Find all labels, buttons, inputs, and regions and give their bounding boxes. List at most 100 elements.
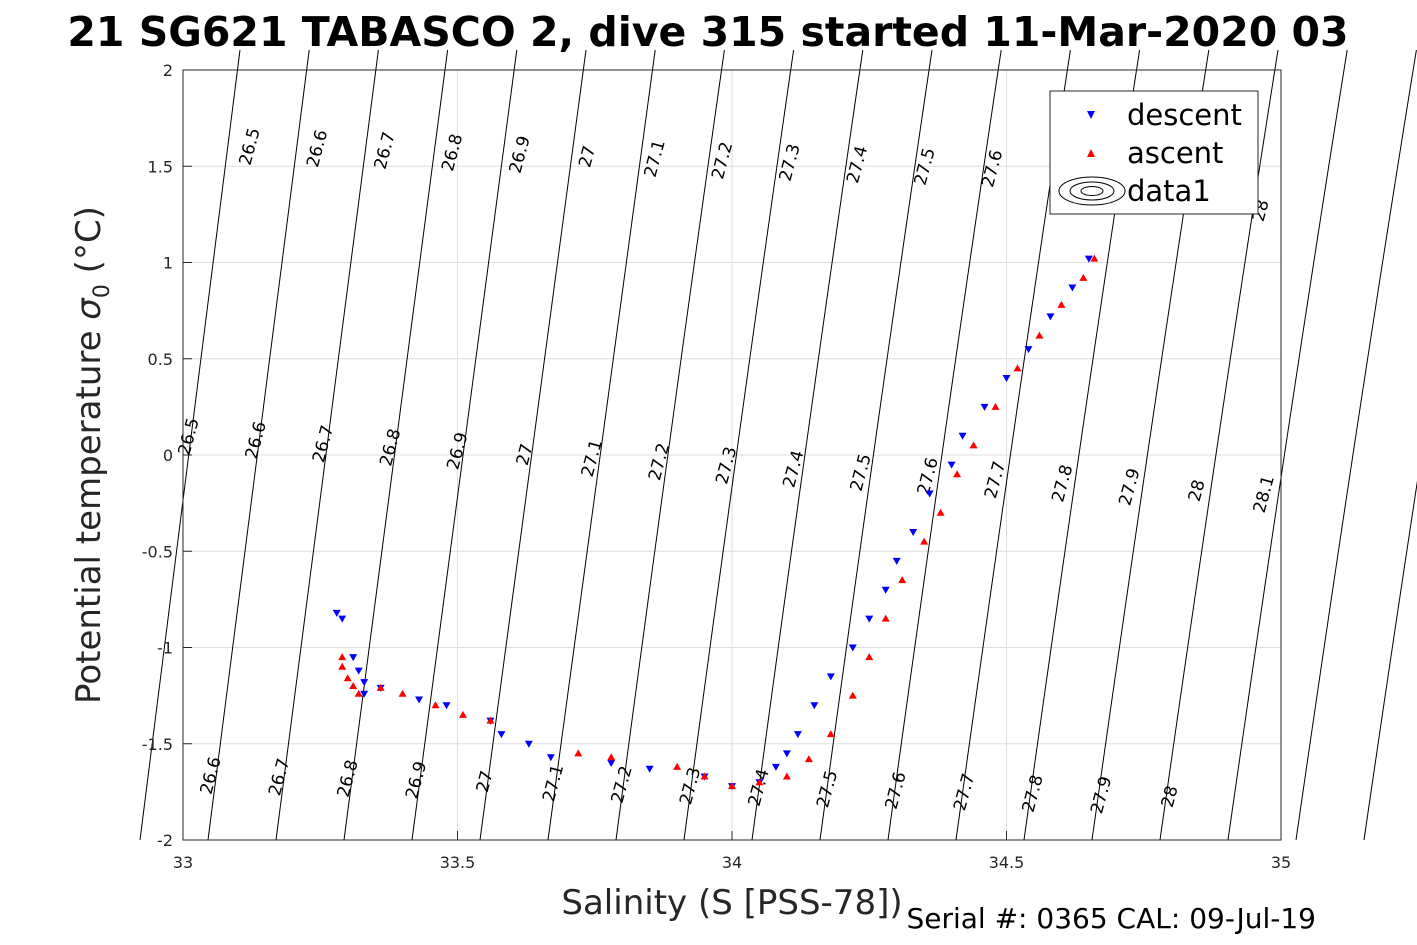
y-tick-label: -2 <box>157 831 173 850</box>
descent-marker <box>909 529 918 536</box>
descent-marker <box>782 750 791 758</box>
descent-marker <box>881 586 890 594</box>
x-tick-label: 34 <box>722 853 742 872</box>
y-tick-label: 2 <box>163 61 173 80</box>
y-tick-label: -1 <box>157 639 173 658</box>
ascent-marker <box>1090 254 1099 262</box>
isopycnal-line <box>207 49 310 841</box>
legend-data1-label: data1 <box>1127 174 1211 208</box>
ascent-marker <box>782 772 791 780</box>
y-axis-label-unit: (°C) <box>69 206 109 284</box>
ascent-marker <box>431 701 440 709</box>
data-markers <box>332 254 1099 791</box>
isopycnal-line <box>683 49 795 841</box>
isopycnal-line <box>887 49 1002 841</box>
ascent-marker <box>673 762 682 770</box>
x-axis-label: Salinity (S [PSS-78]) <box>561 883 902 923</box>
descent-marker <box>332 609 341 617</box>
ascent-marker <box>865 653 874 661</box>
descent-marker <box>354 667 363 675</box>
y-axis-label-subscript: 0 <box>90 284 115 298</box>
ascent-marker <box>700 772 709 780</box>
ascent-marker <box>338 653 347 661</box>
descent-marker <box>1084 255 1093 263</box>
ascent-marker <box>354 689 363 697</box>
isopycnal-line <box>139 49 241 841</box>
descent-marker <box>980 403 989 411</box>
legend-descent-label: descent <box>1127 98 1242 132</box>
isopycnal-line <box>751 49 864 841</box>
ascent-marker <box>826 730 835 738</box>
x-tick-label: 34.5 <box>989 853 1025 872</box>
legend-contour-icon <box>1058 176 1126 206</box>
descent-marker <box>442 702 451 710</box>
ascent-marker <box>343 674 352 682</box>
ascent-marker <box>1035 331 1044 339</box>
ascent-marker <box>953 470 962 478</box>
serial-cal-footer: Serial #: 0365 CAL: 09-Jul-19 <box>906 902 1316 935</box>
ascent-marker <box>755 778 764 786</box>
isopycnal-line <box>1295 49 1417 841</box>
ascent-marker <box>728 782 736 790</box>
descent-marker <box>645 765 654 773</box>
ascent-marker <box>991 402 1000 410</box>
isopycnal-line <box>1159 49 1279 841</box>
descent-marker <box>338 615 347 623</box>
descent-marker <box>1046 313 1055 321</box>
descent-marker <box>771 763 780 771</box>
ascent-marker <box>458 710 467 718</box>
ascent-marker <box>376 683 385 691</box>
descent-marker <box>349 654 358 662</box>
descent-marker <box>925 490 934 498</box>
descent-marker <box>1024 346 1033 354</box>
y-tick-label: -0.5 <box>142 542 173 561</box>
legend: descent ascent data1 <box>1049 90 1259 215</box>
ascent-marker <box>398 689 407 697</box>
y-axis-label-main: Potential temperature <box>69 320 109 704</box>
ascent-marker <box>1013 364 1022 372</box>
ascent-marker <box>486 716 495 724</box>
descent-marker <box>497 731 506 739</box>
descent-marker <box>607 760 616 767</box>
y-axis-label-sigma: σ <box>69 297 109 320</box>
legend-ascent-marker <box>1087 149 1095 157</box>
ascent-marker <box>969 441 978 449</box>
ascent-marker <box>881 614 890 622</box>
legend-ascent-label: ascent <box>1127 136 1223 170</box>
y-axis-label: Potential temperature σ0 (°C) <box>69 206 115 704</box>
descent-marker <box>848 644 857 652</box>
isopycnal-line <box>1227 49 1348 841</box>
ascent-marker <box>607 753 616 761</box>
ascent-marker <box>920 537 929 545</box>
ascent-marker <box>338 662 347 670</box>
ascent-marker <box>1079 273 1088 281</box>
legend-box <box>1049 90 1259 215</box>
descent-marker <box>826 673 835 681</box>
descent-marker <box>360 679 369 687</box>
ascent-marker <box>349 682 358 689</box>
x-tick-label: 35 <box>1271 853 1291 872</box>
chart-title: 21 SG621 TABASCO 2, dive 315 started 11-… <box>67 8 1348 56</box>
descent-marker <box>524 740 533 748</box>
isopycnal-line <box>819 49 933 841</box>
descent-marker <box>415 696 424 704</box>
descent-marker <box>1068 284 1077 292</box>
descent-marker <box>865 615 874 623</box>
descent-marker <box>1002 375 1011 382</box>
y-axis-ticks: -2 -1.5 -1 -0.5 0 0.5 1 1.5 2 <box>142 61 192 850</box>
descent-marker <box>546 754 555 762</box>
isopycnal-line <box>615 49 725 841</box>
ascent-marker <box>804 755 813 763</box>
descent-marker <box>360 690 369 698</box>
ascent-marker <box>1057 300 1066 308</box>
y-tick-label: 0.5 <box>148 350 173 369</box>
descent-marker <box>947 461 956 469</box>
y-tick-label: 0 <box>163 446 173 465</box>
y-tick-label: 1.5 <box>148 157 173 176</box>
descent-marker <box>793 731 802 739</box>
ascent-marker <box>574 749 583 757</box>
isopycnal-line <box>1363 480 1417 841</box>
descent-marker <box>810 702 819 710</box>
y-tick-label: 1 <box>163 254 173 273</box>
